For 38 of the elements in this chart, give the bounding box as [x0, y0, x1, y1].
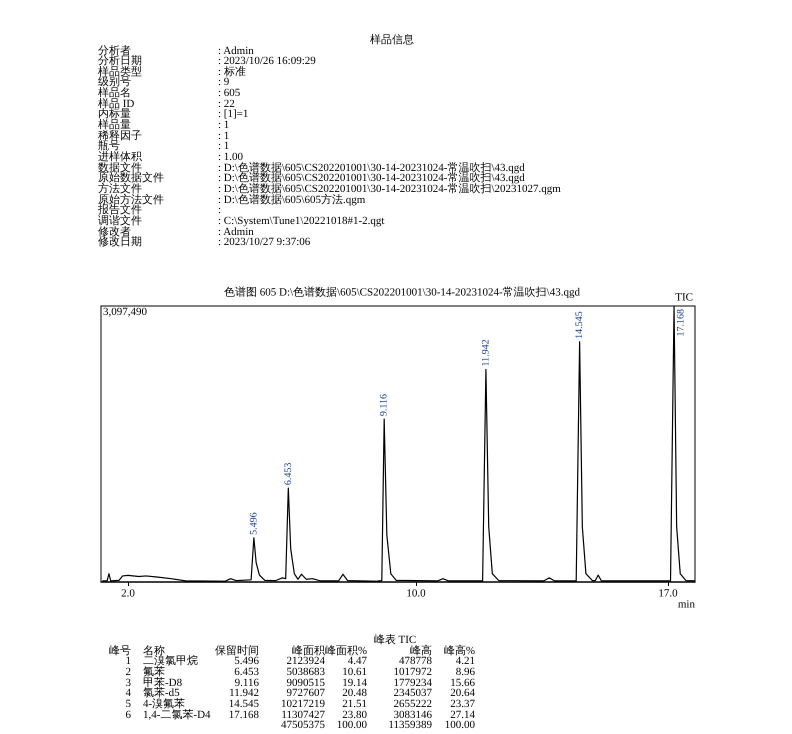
x-tick-label: 17.0 — [658, 588, 678, 600]
text: 6 1,4-二氯苯-D4 17.168 11307427 23.80 3083146 27.14 — [126, 708, 475, 721]
text: 方法文件 : D:\色谱数据\605\CS202201001\30-14-20231024-常温吹扫\20231027.qgm — [98, 182, 561, 195]
text: 瓶号 : 1 — [98, 140, 230, 152]
text: 报告文件 : — [98, 204, 222, 216]
text: 样品信息 — [370, 34, 414, 46]
series-label: TIC — [675, 292, 693, 304]
text: 2 氟苯 6.453 5038683 10.61 1017972 8.96 — [126, 666, 475, 678]
text: 5 4-溴氟苯 14.545 10217219 21.51 2655222 23.37 — [126, 698, 475, 710]
x-tick-label: 10.0 — [406, 588, 426, 600]
text: 原始方法文件 : D:\色谱数据\605\605方法.qgm — [98, 194, 366, 206]
text: 进样体积 : 1.00 — [98, 151, 244, 163]
text: 修改日期 : 2023/10/27 9:37:06 — [98, 236, 310, 248]
annotation: 6.453 — [282, 462, 294, 486]
annotation: 11.942 — [480, 339, 492, 366]
annotation: 3,097,490 — [103, 306, 147, 318]
text: 3 甲苯-D8 9.116 9090515 19.14 1779234 15.66 — [126, 676, 475, 689]
text: 样品名 : 605 — [98, 87, 240, 100]
text: 样品类型 : 标准 — [98, 66, 246, 78]
text: 分析者 : Admin — [98, 44, 254, 56]
text: 级别号 : 9 — [98, 76, 230, 88]
x-tick-label: 2.0 — [121, 588, 136, 600]
annotation: 5.496 — [248, 512, 260, 535]
text: 1 二溴氯甲烷 5.496 2123924 4.47 478778 4.21 — [126, 655, 475, 668]
text: 调谐文件 : C:\System\Tune1\20221018#1-2.qgt — [98, 214, 384, 227]
chart-title: 色谱图 605 D:\色谱数据\605\CS202201001\30-14-20231024-常温吹扫\43.qgd — [224, 286, 580, 298]
annotation: 14.545 — [574, 311, 586, 339]
text: 样品量 : 1 — [98, 119, 230, 132]
text: 内标量 : [1]=1 — [98, 108, 248, 120]
text: 峰表 TIC — [374, 634, 416, 646]
text: 稀释因子 : 1 — [98, 130, 230, 142]
annotation: 17.168 — [676, 309, 687, 336]
text: 峰号 名称 保留时间 峰面积峰面积% 峰高 峰高% — [109, 644, 475, 656]
x-axis-title: min — [678, 598, 696, 610]
text: 4 氯苯-d5 11.942 9727607 20.48 2345037 20.64 — [126, 687, 475, 700]
text: 分析日期 : 2023/10/26 16:09:29 — [98, 55, 316, 68]
annotation: 9.116 — [378, 394, 390, 416]
text: 47505375 100.00 11359389 100.00 — [281, 719, 475, 732]
